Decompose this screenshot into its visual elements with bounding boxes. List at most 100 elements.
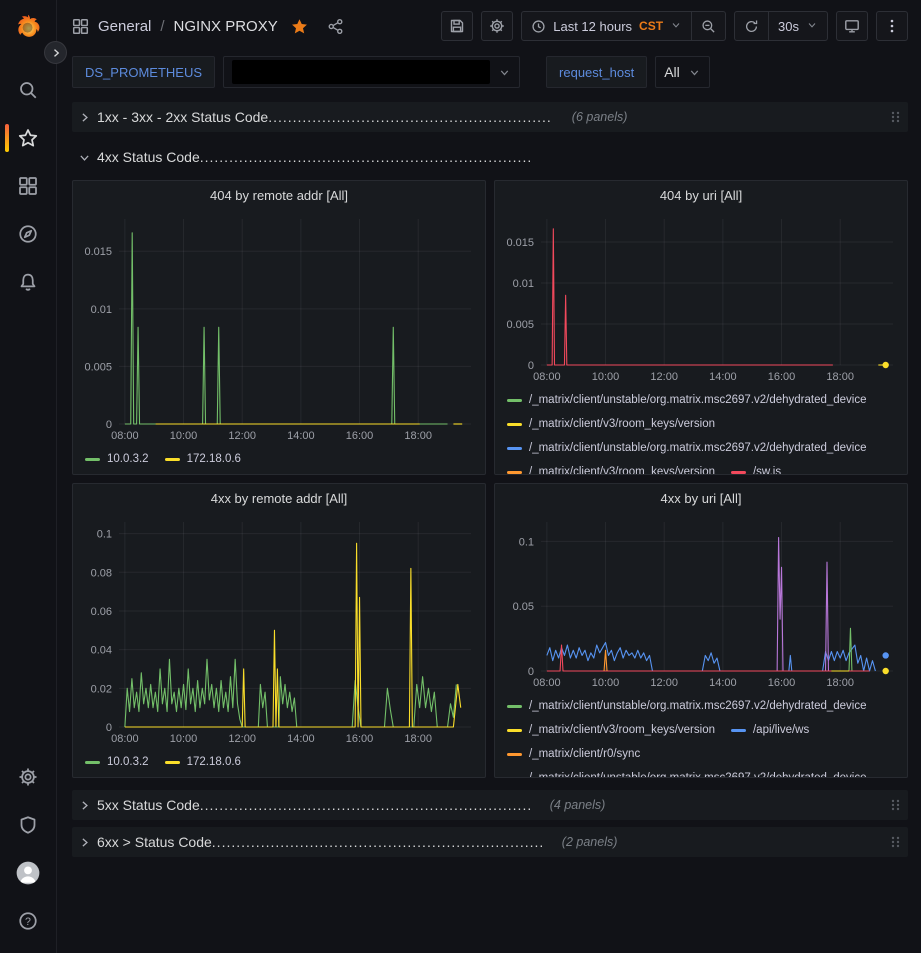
chevron-down-icon	[672, 22, 680, 28]
sidebar-nav-bottom: ?	[0, 753, 57, 945]
sidebar-item-dashboards[interactable]	[0, 162, 57, 210]
timeseries-plot[interactable]: 0 0.005 0.01 0.015 08:00 10:00 12:00 14:00 16:00…	[73, 209, 485, 445]
svg-text:0.05: 0.05	[513, 601, 534, 613]
datasource-select[interactable]	[223, 56, 521, 88]
svg-text:12:00: 12:00	[650, 371, 678, 383]
help-icon: ?	[19, 912, 37, 930]
legend-item[interactable]: /_matrix/client/unstable/org.matrix.msc2…	[507, 694, 867, 718]
drag-handle-icon[interactable]	[888, 797, 902, 813]
svg-text:10:00: 10:00	[592, 677, 620, 689]
svg-text:0.08: 0.08	[91, 567, 112, 579]
svg-text:08:00: 08:00	[533, 677, 561, 689]
legend-series-label: /_matrix/client/r0/sync	[529, 748, 641, 760]
chevron-right-icon	[82, 800, 88, 810]
more-options-button[interactable]	[876, 11, 908, 41]
legend-item[interactable]: /sw.js	[730, 460, 781, 474]
panel-title[interactable]: 404 by remote addr [All]	[209, 187, 349, 203]
legend-item[interactable]: 172.18.0.6	[164, 750, 241, 774]
svg-text:0.1: 0.1	[97, 529, 112, 541]
legend-item[interactable]: /api/live/ws	[730, 718, 809, 742]
legend-item[interactable]: 172.18.0.6	[164, 447, 241, 471]
refresh-button[interactable]	[735, 12, 768, 40]
dashboard-toolbar: Last 12 hours CST	[441, 11, 908, 41]
svg-text:18:00: 18:00	[826, 677, 854, 689]
zoom-out-icon	[702, 19, 715, 33]
legend-item[interactable]: /_matrix/client/unstable/org.matrix.msc2…	[507, 766, 867, 777]
legend-series-label: 10.0.3.2	[107, 756, 149, 768]
legend-item[interactable]: /_matrix/client/v3/room_keys/version	[507, 412, 715, 436]
legend-item[interactable]: /_matrix/client/unstable/org.matrix.msc2…	[507, 436, 867, 460]
svg-text:0.06: 0.06	[91, 606, 112, 618]
save-dashboard-button[interactable]	[441, 11, 474, 41]
chevron-right-icon	[82, 837, 88, 847]
sidebar-item-alerting[interactable]	[0, 258, 57, 306]
row-panel-count: (4 panels)	[549, 798, 606, 812]
legend-series-swatch	[730, 470, 746, 474]
panel-404-by-uri: 404 by uri [All] 0 0.005 0.01 0.015 08:00 10:…	[494, 180, 908, 475]
row-1xx-3xx-2xx-status-code[interactable]: 1xx - 3xx - 2xx Status Code ............…	[72, 102, 908, 132]
sidebar-expand-button[interactable]	[44, 41, 67, 64]
panel-title[interactable]: 4xx by uri [All]	[660, 490, 742, 506]
legend-item[interactable]: /_matrix/client/v3/room_keys/version	[507, 460, 715, 474]
svg-text:12:00: 12:00	[650, 677, 678, 689]
zoom-out-time-button[interactable]	[691, 12, 725, 40]
save-icon	[451, 19, 464, 33]
drag-handle-icon[interactable]	[888, 834, 902, 850]
tv-mode-button[interactable]	[836, 11, 868, 41]
sidebar-item-profile[interactable]	[0, 849, 57, 897]
chevron-down-icon	[690, 69, 698, 75]
panel-title[interactable]: 404 by uri [All]	[659, 187, 743, 203]
caret	[670, 19, 682, 34]
dashboard-settings-button[interactable]	[481, 11, 514, 41]
svg-text:18:00: 18:00	[826, 371, 854, 383]
svg-text:08:00: 08:00	[111, 430, 139, 442]
timeseries-plot[interactable]: 0 0.02 0.04 0.06 0.08 0.1 08:00 10:00 12:00 14:00…	[73, 512, 485, 748]
refresh-interval-picker[interactable]: 30s	[768, 12, 827, 40]
row-4xx-status-code[interactable]: 4xx Status Code ........................…	[72, 142, 908, 172]
legend-series-label: 172.18.0.6	[186, 453, 241, 465]
panel-title[interactable]: 4xx by remote addr [All]	[210, 490, 348, 506]
chevron-down-icon	[500, 69, 509, 75]
chevron-right-icon	[82, 112, 88, 122]
compass-icon	[19, 225, 37, 243]
refresh-icon	[746, 20, 758, 32]
share-dashboard-button[interactable]	[327, 18, 344, 35]
sidebar-item-explore[interactable]	[0, 210, 57, 258]
panel-grid: 404 by remote addr [All] 0 0.005 0.01 0.015…	[72, 180, 908, 778]
svg-text:08:00: 08:00	[533, 371, 561, 383]
row-6xx-status-code[interactable]: 6xx > Status Code ......................…	[72, 827, 908, 857]
svg-text:0.1: 0.1	[519, 536, 534, 548]
breadcrumb-section[interactable]: General	[98, 17, 152, 35]
svg-text:0.01: 0.01	[91, 304, 112, 316]
time-range-picker[interactable]: Last 12 hours CST	[522, 12, 691, 40]
sidebar-item-configuration[interactable]	[0, 753, 57, 801]
favorite-star-button[interactable]	[291, 18, 308, 35]
drag-handle-icon[interactable]	[888, 109, 902, 125]
legend-item[interactable]: 10.0.3.2	[85, 447, 149, 471]
legend-item[interactable]: /_matrix/client/v3/room_keys/version	[507, 718, 715, 742]
svg-text:0.005: 0.005	[506, 319, 534, 331]
sidebar-item-help[interactable]: ?	[0, 897, 57, 945]
time-range-label: Last 12 hours	[553, 18, 633, 34]
grafana-logo[interactable]	[13, 12, 43, 42]
timeseries-plot[interactable]: 0 0.005 0.01 0.015 08:00 10:00 12:00 14:00 16:00…	[495, 209, 907, 386]
legend-item[interactable]: 10.0.3.2	[85, 750, 149, 774]
legend-series-swatch	[507, 422, 522, 426]
request-host-value: All	[664, 64, 680, 80]
sidebar-item-starred[interactable]	[0, 114, 57, 162]
legend-series-label: /_matrix/client/v3/room_keys/version	[529, 418, 715, 430]
legend-item[interactable]: /_matrix/client/r0/sync	[507, 742, 640, 766]
legend-series-swatch	[164, 457, 180, 461]
dashboard-canvas: 1xx - 3xx - 2xx Status Code ............…	[57, 102, 921, 857]
timeseries-plot[interactable]: 0 0.05 0.1 08:00 10:00 12:00 14:00 16:00 18:00	[495, 512, 907, 692]
request-host-select[interactable]: All	[655, 56, 710, 88]
svg-text:16:00: 16:00	[768, 371, 796, 383]
legend-item[interactable]: /_matrix/client/unstable/org.matrix.msc2…	[507, 388, 867, 412]
svg-text:10:00: 10:00	[592, 371, 620, 383]
sidebar-item-search[interactable]	[0, 66, 57, 114]
row-5xx-status-code[interactable]: 5xx Status Code ........................…	[72, 790, 908, 820]
sidebar-item-server-admin[interactable]	[0, 801, 57, 849]
panel-4xx-by-uri: 4xx by uri [All] 0 0.05 0.1 08:00 10:00 12:00…	[494, 483, 908, 778]
legend-series-swatch	[164, 760, 180, 764]
monitor-icon	[845, 20, 859, 33]
